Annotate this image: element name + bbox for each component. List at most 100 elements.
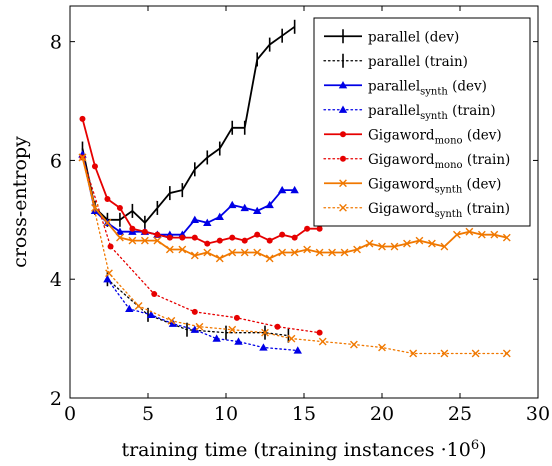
data-point [91,204,99,212]
data-point [502,349,511,358]
data-point [390,242,399,251]
data-point [228,200,237,209]
data-point [502,233,511,242]
data-point [116,233,124,242]
data-point [153,236,162,245]
y-tick-label: 4 [50,269,62,291]
data-point [128,236,137,245]
data-point [129,225,136,232]
y-tick-label: 6 [50,150,62,172]
data-point [107,243,114,250]
legend-label: Gigawordsynth (dev) [368,176,501,195]
x-axis-label-superscript: 6 [471,438,479,453]
legend-entry: Gigawordsynth (dev) [324,176,501,195]
series-line [81,154,295,236]
data-point [290,185,299,194]
data-point [216,237,223,244]
data-point [365,239,374,248]
legend-swatch-marker [339,179,347,188]
legend-label: parallelsynth (train) [368,103,496,122]
x-tick-label: 30 [526,403,550,425]
y-tick-label: 8 [50,32,62,54]
data-point [403,239,411,248]
series-5 [79,154,323,336]
data-point [125,304,134,313]
data-point [240,203,249,212]
legend-swatch-marker [339,203,347,212]
data-point [78,153,87,162]
data-point [165,245,174,254]
data-point [191,234,198,241]
legend-label: parallel (train) [368,54,468,70]
data-point [79,115,86,122]
data-point [378,242,386,251]
data-point [167,316,176,325]
data-point [151,291,158,298]
series-3 [103,275,302,354]
data-point [465,227,474,236]
legend-swatch-marker [338,81,348,89]
plot-area [78,19,511,358]
data-point [415,236,424,245]
data-point [277,185,287,194]
series-0 [81,19,296,230]
legend-label: Gigawordsynth (train) [368,201,510,220]
data-point [190,251,199,260]
legend-entry: parallelsynth (train) [323,103,496,122]
data-point [166,234,173,241]
data-point [234,337,243,345]
data-point [428,239,436,248]
legend-entry: parallelsynth (dev) [324,78,487,97]
data-point [477,230,486,239]
axis-ticks: 0 5 10 15 20 25 30 2 4 6 8 [50,6,550,425]
data-point [340,248,349,257]
data-point [241,237,248,244]
data-point [104,196,111,203]
series-4 [79,115,323,247]
y-tick-label: 2 [50,388,62,410]
data-point [103,275,112,283]
data-point [254,231,261,238]
legend-entry: Gigawordsynth (train) [323,201,510,220]
data-point [293,346,302,354]
series-line [81,118,320,245]
data-point [103,218,112,227]
data-point [315,248,324,257]
series-line [81,26,296,225]
data-point [350,340,358,349]
series-7 [78,153,511,358]
data-point [353,245,361,254]
data-point [378,343,386,352]
data-point [471,349,480,358]
data-point [316,329,323,336]
data-point [259,343,268,351]
data-point [229,234,236,241]
data-point [116,204,123,211]
data-point [440,349,449,358]
series-line [106,278,299,352]
y-axis-label: cross-entropy [9,136,31,268]
data-point [134,302,143,310]
data-point [266,237,273,244]
legend-label: parallel (dev) [368,29,459,45]
x-tick-label: 20 [370,403,394,425]
data-point [203,248,212,257]
x-axis-label-end: ) [479,439,486,461]
data-point [409,349,418,358]
data-point [452,230,461,239]
data-point [253,206,262,215]
data-point [178,245,187,254]
legend-entry: Gigawordmono (train) [323,152,510,171]
data-point [274,323,281,330]
x-tick-label: 0 [64,403,76,425]
data-point [190,215,199,223]
data-point [146,310,156,318]
legend-label: Gigawordmono (dev) [368,127,502,146]
data-point [328,248,336,257]
data-point [228,248,237,257]
legend-entry: parallel (train) [323,53,468,70]
data-point [304,225,311,232]
data-point [91,163,98,170]
data-point [105,269,113,278]
data-point [228,325,237,334]
